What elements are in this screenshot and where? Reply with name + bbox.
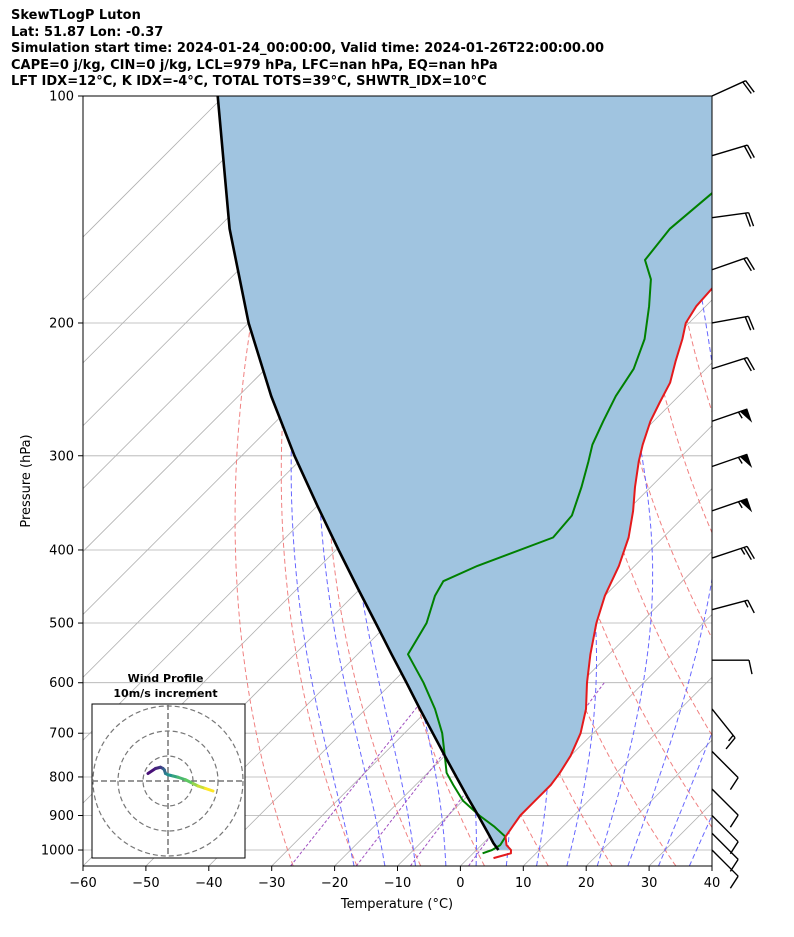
wind-barb: [711, 211, 755, 227]
wind-barb: [711, 708, 736, 750]
wind-barb: [711, 408, 753, 423]
title-times: Simulation start time: 2024-01-24_00:00:…: [11, 41, 604, 56]
temperature-line: [493, 286, 712, 860]
isotherm-line: [83, 96, 351, 364]
y-tick-label: 900: [49, 809, 74, 824]
mixing-ratio-line: [355, 682, 499, 866]
hodograph-title: 10m/s increment: [113, 687, 217, 700]
hodograph-trace: [146, 767, 157, 775]
x-tick-label: −10: [384, 876, 411, 891]
y-tick-label: 500: [49, 617, 74, 632]
chart-header: SkewTLogP Luton Lat: 51.87 Lon: -0.37 Si…: [11, 8, 604, 91]
wind-barb: [711, 788, 739, 828]
title-station: SkewTLogP Luton: [11, 8, 141, 23]
x-tick-label: 40: [704, 876, 721, 891]
isotherm-line: [271, 425, 712, 866]
hodograph-trace: [204, 787, 215, 793]
isotherm-line: [83, 96, 225, 238]
x-axis-label: Temperature (°C): [340, 897, 453, 912]
cin-area-fill: [217, 96, 712, 850]
moist-adiabat-line: [627, 96, 712, 866]
x-tick-label: 10: [515, 876, 532, 891]
title-latlon: Lat: 51.87 Lon: -0.37: [11, 24, 164, 40]
dry-adiabat-line: [761, 96, 794, 866]
x-tick-label: −30: [258, 876, 285, 891]
y-tick-label: 100: [49, 90, 74, 105]
x-tick-label: −50: [132, 876, 159, 891]
wind-barb: [711, 832, 739, 872]
moist-adiabat-line: [720, 96, 794, 866]
dewpoint-line: [407, 191, 712, 855]
y-tick-label: 1000: [41, 844, 74, 859]
wind-barb: [711, 453, 753, 468]
wind-barb: [711, 356, 755, 372]
x-tick-label: 20: [578, 876, 595, 891]
isotherm-line: [83, 96, 288, 301]
wind-barb: [711, 498, 753, 513]
wind-barb: [711, 80, 755, 97]
wind-barb: [711, 315, 755, 331]
hodograph-title: Wind Profile: [128, 672, 204, 685]
wind-barb: [711, 256, 755, 272]
y-tick-label: 200: [49, 316, 74, 331]
wind-barb: [711, 144, 755, 159]
wind-barb: [711, 599, 755, 614]
y-tick-label: 300: [49, 449, 74, 464]
y-axis-label: Pressure (hPa): [19, 434, 34, 527]
dry-adiabat-line: [280, 96, 358, 866]
wind-barb: [712, 659, 753, 675]
mixing-ratio-line: [290, 682, 437, 866]
isotherm-line: [523, 676, 712, 866]
mixing-ratio-line: [468, 682, 605, 866]
y-tick-label: 800: [49, 770, 74, 785]
wind-barb: [711, 545, 755, 561]
x-tick-label: −40: [195, 876, 222, 891]
x-tick-label: 0: [456, 876, 464, 891]
wind-barb: [711, 849, 739, 889]
title-indices: LFT IDX=12°C, K IDX=-4°C, TOTAL TOTS=39°…: [11, 74, 487, 89]
x-tick-label: 30: [641, 876, 658, 891]
title-stability: CAPE=0 j/kg, CIN=0 j/kg, LCL=979 hPa, LF…: [11, 57, 498, 73]
y-tick-label: 600: [49, 676, 74, 691]
wind-barb: [711, 750, 739, 790]
hodograph-inset: Wind Profile 10m/s increment: [91, 672, 246, 859]
y-tick-label: 700: [49, 727, 74, 742]
parcel-line: [216, 96, 500, 851]
moist-adiabat-line: [658, 731, 712, 866]
x-tick-label: −20: [321, 876, 348, 891]
isotherm-line: [460, 613, 712, 866]
isotherm-line: [711, 865, 712, 866]
dry-adiabat-line: [234, 96, 305, 866]
dry-adiabat-line: [662, 96, 712, 414]
y-tick-label: 400: [49, 543, 74, 558]
x-tick-label: −60: [69, 876, 96, 891]
dry-adiabat-line: [728, 96, 794, 866]
wind-barb: [711, 815, 739, 855]
